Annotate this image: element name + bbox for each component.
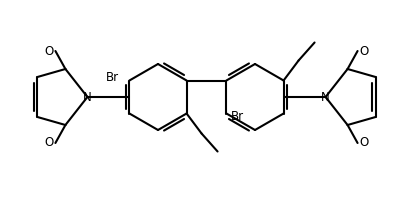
Text: O: O — [44, 136, 53, 149]
Text: Br: Br — [230, 110, 243, 123]
Text: N: N — [83, 90, 92, 104]
Text: O: O — [44, 45, 53, 57]
Text: O: O — [359, 45, 368, 57]
Text: O: O — [359, 136, 368, 149]
Text: N: N — [320, 90, 329, 104]
Text: Br: Br — [106, 71, 119, 84]
